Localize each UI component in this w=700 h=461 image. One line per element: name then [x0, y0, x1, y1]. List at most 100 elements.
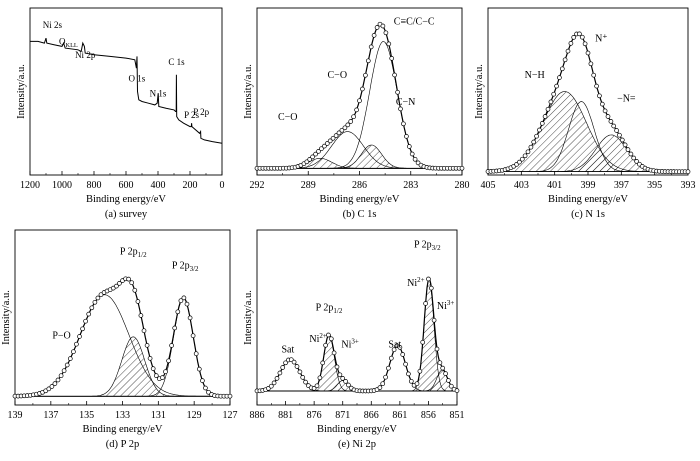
data-point [525, 149, 531, 155]
data-point [319, 146, 324, 152]
x-tick-label: 405 [481, 180, 496, 191]
peak-label: P−O [52, 331, 70, 342]
data-point [631, 155, 637, 161]
data-point [190, 333, 196, 339]
x-axis-label: Binding energy/eV [317, 424, 397, 435]
data-point [86, 311, 92, 317]
data-point [126, 276, 131, 282]
data-point [343, 379, 348, 384]
data-point [291, 359, 297, 365]
x-axis-label: Binding energy/eV [86, 194, 166, 205]
peak-label-text: P 2p [172, 261, 190, 272]
data-point [351, 114, 356, 120]
data-point [519, 156, 525, 162]
data-point [614, 128, 619, 133]
data-point [314, 383, 320, 389]
data-point [386, 365, 391, 371]
peak-label: C 1s [168, 57, 185, 67]
panel-c1s: 292 289 286 283 280 Binding energy/eV (b) C 1s… [243, 7, 470, 220]
data-point [206, 389, 211, 395]
data-point [619, 137, 625, 143]
data-point [582, 41, 588, 47]
y-axis-label: Intensity/a.u. [474, 64, 485, 119]
x-tick-label: 135 [79, 410, 94, 421]
data-point [568, 41, 574, 46]
data-point [522, 153, 528, 159]
x-tick-label: 871 [335, 410, 350, 421]
peak-label: C−N [396, 97, 416, 108]
data-point [316, 149, 321, 154]
data-point [55, 377, 61, 383]
data-point [227, 393, 233, 399]
data-point [571, 35, 577, 40]
peak-label: N 1s [150, 89, 167, 99]
peak-label-sup: 3+ [351, 337, 359, 345]
peak-label: P 2p3/2 [172, 261, 199, 274]
data-point [428, 285, 434, 291]
peak-label-text: N 1s [150, 89, 167, 99]
y-axis-label: Intensity/a.u. [243, 64, 254, 119]
data-point [602, 108, 608, 114]
data-point [542, 114, 548, 119]
peak-label-text: P 2s [184, 110, 199, 120]
data-point [420, 339, 426, 345]
data-point [203, 385, 208, 391]
data-point [611, 123, 617, 129]
data-point [98, 292, 104, 298]
peak-label: Ni3+ [341, 337, 359, 350]
x-axis-label: Binding energy/eV [82, 424, 162, 435]
data-point [327, 138, 333, 144]
data-point [594, 83, 599, 89]
data-point [64, 362, 70, 368]
data-point [271, 380, 277, 386]
peak-label: Sat [281, 345, 294, 356]
x-tick-label: 131 [151, 410, 166, 421]
data-point [585, 50, 591, 56]
data-point [294, 364, 300, 369]
data-point [545, 106, 551, 112]
data-point [58, 373, 64, 379]
data-point [300, 375, 306, 380]
data-point [95, 295, 101, 301]
peak-label: P 2p3/2 [414, 240, 441, 253]
x-tick-label: 283 [403, 180, 418, 191]
data-point [565, 48, 571, 54]
x-tick-label: 395 [647, 180, 662, 191]
data-point [200, 378, 205, 383]
data-point [144, 343, 150, 348]
peak-label-text: Ni [437, 301, 447, 312]
data-point [330, 135, 336, 141]
peak-label-text: Ni [341, 339, 351, 350]
data-point [317, 375, 323, 381]
data-point [454, 388, 460, 393]
data-point [67, 356, 73, 361]
peak-label-text: P 2p [316, 303, 334, 314]
x-tick-label: 137 [43, 410, 58, 421]
x-axis-label: Binding energy/eV [319, 194, 399, 205]
data-point [307, 157, 313, 162]
data-point [588, 61, 594, 67]
fit-envelope [257, 23, 462, 169]
data-point [129, 280, 135, 286]
data-point [141, 328, 147, 334]
data-point [539, 121, 545, 126]
panel-caption: (c) N 1s [571, 209, 605, 220]
data-point [557, 75, 562, 80]
data-point [160, 375, 165, 380]
x-tick-label: 200 [183, 180, 198, 191]
data-point [534, 133, 539, 139]
data-point [412, 156, 418, 162]
data-point [193, 351, 199, 357]
data-point [579, 34, 585, 40]
x-tick-label: 600 [119, 180, 134, 191]
peak-label-text: O 1s [128, 73, 145, 83]
data-point [135, 299, 141, 304]
data-point [114, 283, 119, 289]
data-point [153, 373, 159, 378]
data-point [132, 287, 138, 293]
data-point [548, 99, 554, 105]
data-point [446, 378, 451, 383]
data-point [431, 317, 437, 323]
data-point [277, 370, 283, 376]
peak-label-text: C−O [278, 112, 298, 123]
